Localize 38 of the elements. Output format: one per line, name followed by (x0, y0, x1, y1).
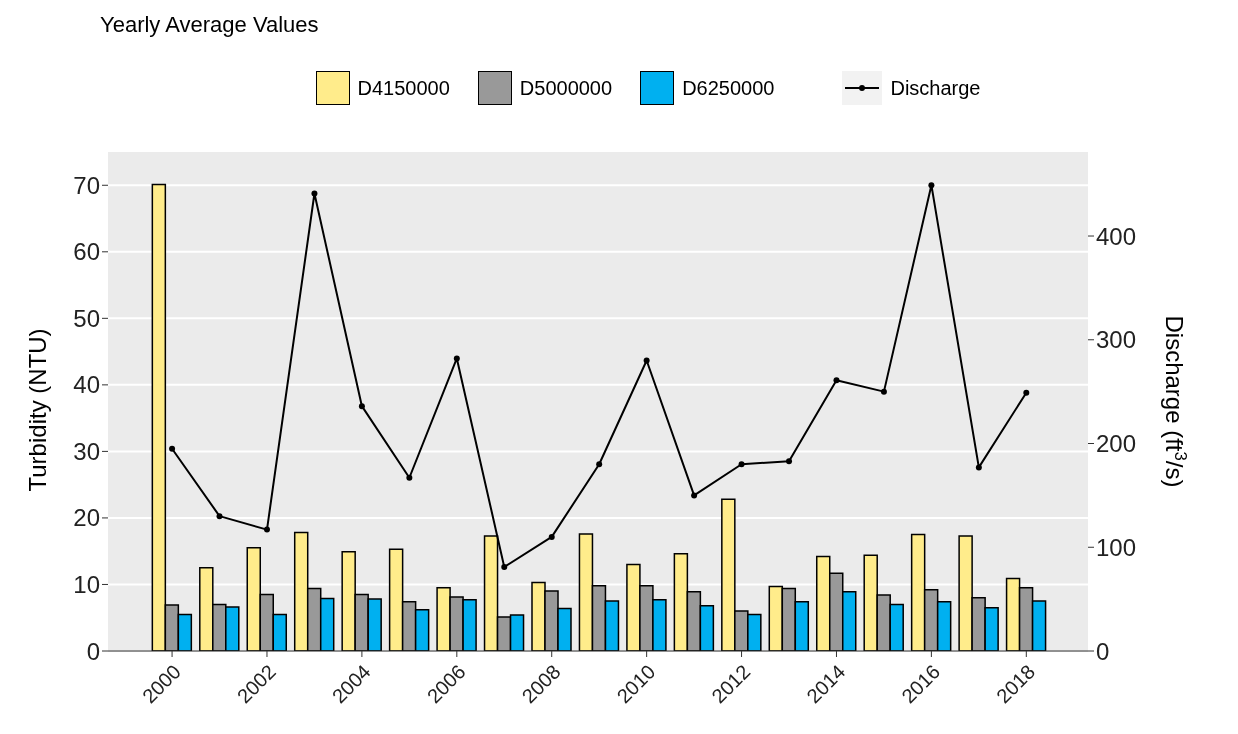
y2-tick-label: 400 (1096, 222, 1137, 250)
y-tick-label: 70 (73, 171, 100, 199)
y-tick-label: 30 (73, 437, 100, 465)
y2-tick-label: 0 (1096, 637, 1110, 665)
y-tick-label: 40 (73, 371, 100, 399)
point (453, 355, 460, 362)
point (548, 533, 555, 540)
point (1023, 389, 1030, 396)
y-axis-title: Turbidity (NTU) (23, 328, 51, 492)
legend-label: D5000000 (519, 76, 613, 100)
chart-title: Yearly Average Values (99, 11, 320, 39)
y-tick-label: 60 (73, 238, 100, 266)
point (406, 474, 413, 481)
legend-label: D6250000 (682, 76, 775, 100)
y-tick-label: 20 (73, 504, 100, 532)
y2-tick-label: 100 (1096, 533, 1137, 561)
y-tick-label: 10 (73, 570, 100, 598)
point (501, 563, 508, 570)
point (596, 461, 603, 468)
point (358, 403, 365, 410)
point (880, 388, 887, 395)
point (975, 464, 982, 471)
legend-label: Discharge (890, 76, 981, 100)
y2-tick-label: 200 (1096, 430, 1137, 458)
y2-tick-label: 300 (1096, 326, 1137, 354)
y-tick-label: 50 (73, 304, 100, 332)
y-tick-label: 0 (86, 637, 100, 665)
point (928, 182, 935, 189)
legend-label: D4150000 (357, 76, 450, 100)
point (786, 458, 793, 465)
point (643, 357, 650, 364)
point (311, 190, 318, 197)
point (216, 513, 223, 520)
point (691, 492, 698, 499)
point (263, 526, 270, 533)
point (833, 377, 840, 384)
point (738, 461, 745, 468)
point (169, 445, 176, 452)
